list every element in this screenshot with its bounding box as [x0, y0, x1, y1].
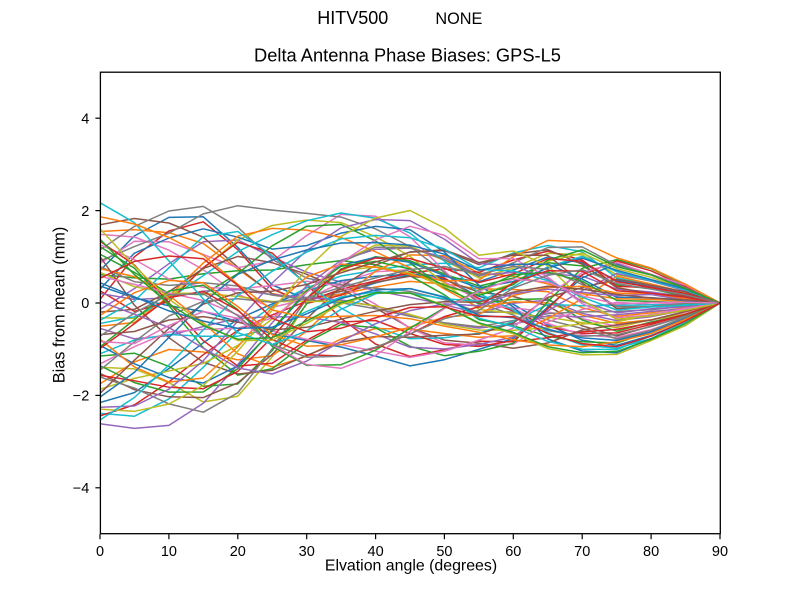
svg-text:Bias from mean (mm): Bias from mean (mm) — [50, 227, 68, 384]
svg-text:40: 40 — [368, 544, 384, 560]
svg-text:Elvation angle (degrees): Elvation angle (degrees) — [325, 558, 497, 575]
svg-text:50: 50 — [436, 544, 452, 560]
svg-text:0: 0 — [81, 296, 89, 312]
svg-text:20: 20 — [230, 544, 246, 560]
svg-text:90: 90 — [712, 544, 728, 560]
svg-text:80: 80 — [643, 544, 659, 560]
svg-text:10: 10 — [161, 544, 177, 560]
svg-text:Delta Antenna Phase Biases: GP: Delta Antenna Phase Biases: GPS-L5 — [254, 45, 561, 66]
svg-text:−4: −4 — [73, 481, 90, 497]
svg-text:70: 70 — [574, 544, 590, 560]
svg-text:30: 30 — [299, 544, 315, 560]
svg-text:NONE: NONE — [435, 10, 482, 28]
svg-text:4: 4 — [81, 111, 89, 127]
svg-text:−2: −2 — [73, 389, 90, 405]
svg-text:0: 0 — [96, 544, 104, 560]
svg-text:HITV500: HITV500 — [317, 8, 388, 28]
svg-text:60: 60 — [505, 544, 521, 560]
svg-text:2: 2 — [81, 204, 89, 220]
